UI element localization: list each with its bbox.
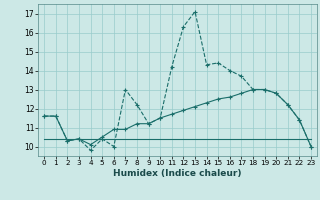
X-axis label: Humidex (Indice chaleur): Humidex (Indice chaleur) (113, 169, 242, 178)
